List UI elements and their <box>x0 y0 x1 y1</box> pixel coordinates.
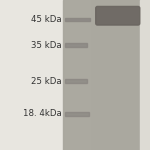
Text: 45 kDa: 45 kDa <box>31 15 62 24</box>
Bar <box>64 79 87 83</box>
Text: 18. 4kDa: 18. 4kDa <box>23 110 62 118</box>
Text: 25 kDa: 25 kDa <box>31 76 62 85</box>
Bar <box>64 18 90 21</box>
Bar <box>63 0 140 150</box>
Bar <box>64 43 87 47</box>
FancyBboxPatch shape <box>96 6 140 25</box>
Text: 35 kDa: 35 kDa <box>31 40 62 50</box>
Bar <box>64 112 88 116</box>
Bar <box>140 0 150 150</box>
Bar <box>64 0 90 150</box>
